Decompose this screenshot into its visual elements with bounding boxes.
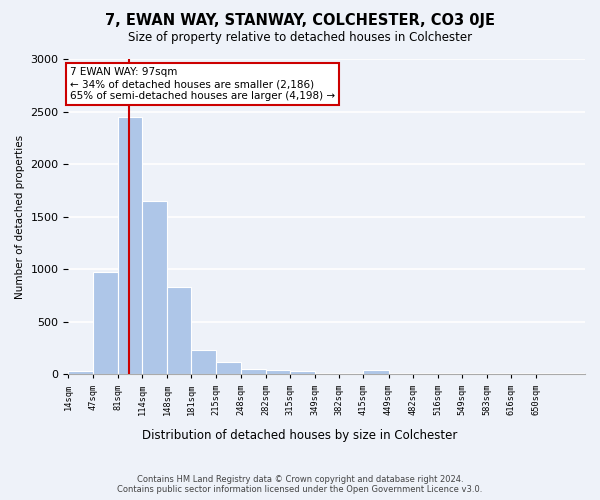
Y-axis label: Number of detached properties: Number of detached properties <box>15 134 25 299</box>
Text: 7, EWAN WAY, STANWAY, COLCHESTER, CO3 0JE: 7, EWAN WAY, STANWAY, COLCHESTER, CO3 0J… <box>105 12 495 28</box>
Text: Distribution of detached houses by size in Colchester: Distribution of detached houses by size … <box>142 430 458 442</box>
Bar <box>142 201 167 374</box>
Bar <box>68 372 92 374</box>
Bar <box>167 287 191 374</box>
Bar <box>290 372 315 374</box>
Bar <box>217 362 241 374</box>
Bar <box>364 370 389 374</box>
Bar <box>191 350 217 374</box>
Bar <box>92 272 118 374</box>
Text: 7 EWAN WAY: 97sqm
← 34% of detached houses are smaller (2,186)
65% of semi-detac: 7 EWAN WAY: 97sqm ← 34% of detached hous… <box>70 68 335 100</box>
Text: Contains HM Land Registry data © Crown copyright and database right 2024.
Contai: Contains HM Land Registry data © Crown c… <box>118 474 482 494</box>
Bar <box>118 117 142 374</box>
Bar <box>266 370 290 374</box>
Bar <box>241 368 266 374</box>
Text: Size of property relative to detached houses in Colchester: Size of property relative to detached ho… <box>128 31 472 44</box>
